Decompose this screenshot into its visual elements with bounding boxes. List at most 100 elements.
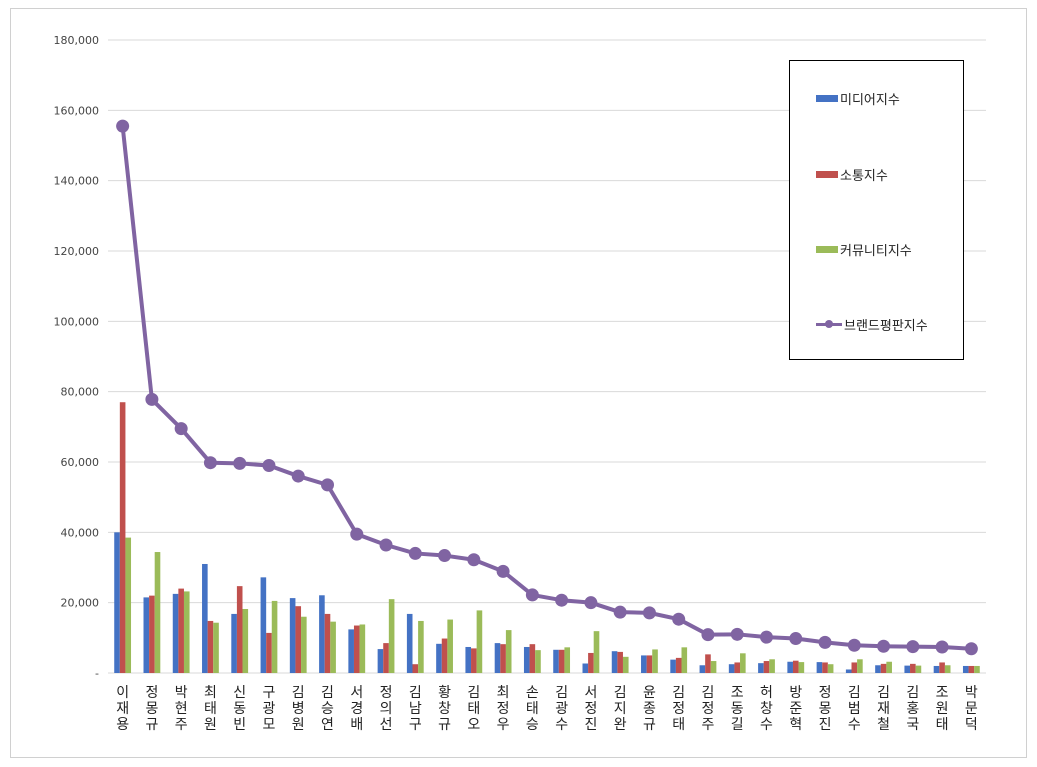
bar-communication — [295, 606, 302, 673]
brand-index-point — [438, 549, 452, 563]
bar-community — [710, 661, 717, 673]
bar-communication — [822, 662, 828, 673]
brand-index-point — [818, 635, 832, 649]
bar-community — [476, 610, 483, 673]
bar-media — [377, 649, 384, 673]
bar-communication — [763, 661, 770, 673]
bar-media — [816, 662, 823, 673]
brand-index-point — [116, 119, 130, 133]
brand-index-point — [906, 640, 920, 654]
bar-communication — [119, 402, 126, 673]
y-axis-tick-labels: - 20,000 40,000 60,000 80,000 100,000 120,000 1… — [54, 34, 100, 680]
bar-community — [652, 649, 658, 673]
bar-communication — [880, 663, 887, 673]
bar-media — [231, 613, 237, 673]
bar-media — [611, 651, 618, 673]
bar-community — [505, 630, 512, 673]
bar-community — [769, 659, 775, 673]
bar-communication — [412, 664, 419, 673]
legend-item-brand-index: 브랜드평판지수 — [816, 314, 928, 334]
bar-media — [758, 663, 764, 673]
bar-community — [330, 621, 336, 673]
y-tick-label: 140,000 — [54, 175, 100, 188]
bar-communication — [149, 595, 155, 673]
brand-index-point — [233, 456, 247, 470]
y-tick-label: 80,000 — [61, 386, 100, 399]
brand-index-point — [291, 469, 305, 483]
bar-community — [944, 665, 951, 673]
bar-community — [535, 650, 541, 673]
bar-communication — [178, 588, 184, 673]
bar-community — [213, 622, 219, 673]
brand-index-point — [935, 640, 949, 654]
brand-index-point — [496, 564, 510, 578]
bar-communication — [588, 652, 594, 673]
bar-media — [436, 643, 442, 673]
bar-media — [904, 665, 911, 673]
bar-media — [260, 577, 267, 673]
brand-index-point — [964, 642, 978, 656]
brand-index-point — [642, 606, 656, 620]
bar-communication — [529, 644, 536, 673]
bar-community — [622, 656, 629, 673]
bar-media — [641, 655, 647, 673]
y-tick-label: 20,000 — [61, 597, 100, 610]
brand-index-point — [321, 478, 334, 492]
bar-communication — [500, 644, 506, 673]
legend-item-communication: 소통지수 — [816, 164, 888, 184]
brand-index-point — [203, 456, 217, 470]
chart-frame — [10, 8, 1027, 758]
brand-index-point — [467, 553, 481, 567]
bar-communication — [236, 586, 243, 673]
bar-communication — [939, 662, 945, 673]
bar-media — [875, 665, 881, 673]
y-tick-label: 120,000 — [54, 245, 100, 258]
x-axis-tick-labels: 이 재 용 정 몽 규 박 현 주 최 태 원 신 동 빈 구 광 모 김 병 원 김 승 연 서 경 배 정 의 선 김 남 구 황 창 규 김 태 오 최… — [116, 685, 978, 733]
bar-communication — [675, 657, 682, 673]
y-tick-label: 100,000 — [54, 315, 100, 328]
bar-community — [125, 537, 132, 673]
bar-communication — [558, 649, 565, 673]
bar-media — [787, 661, 793, 673]
legend-line-marker — [816, 319, 842, 329]
brand-index-point — [145, 392, 159, 406]
bar-community — [359, 624, 366, 673]
bar-community — [388, 599, 395, 673]
bar-community — [974, 665, 980, 673]
legend-swatch-communication — [816, 170, 838, 178]
bar-community — [242, 608, 249, 673]
bar-media — [933, 665, 940, 673]
bar-communication — [617, 651, 623, 673]
brand-index-point — [350, 527, 364, 541]
brand-index-point — [408, 546, 422, 560]
bar-community — [418, 620, 424, 673]
brand-index-point — [584, 596, 598, 610]
legend-label-brand-index: 브랜드평판지수 — [844, 318, 928, 334]
bar-media — [582, 663, 589, 673]
brand-index-point — [877, 639, 891, 653]
bar-communication — [792, 660, 799, 673]
bar-community — [915, 665, 922, 673]
bar-community — [886, 661, 892, 673]
bar-communication — [383, 643, 389, 673]
bar-community — [301, 616, 307, 673]
bar-community — [154, 552, 161, 673]
bar-communication — [910, 663, 916, 673]
bar-community — [593, 631, 600, 673]
bar-media — [406, 613, 413, 673]
